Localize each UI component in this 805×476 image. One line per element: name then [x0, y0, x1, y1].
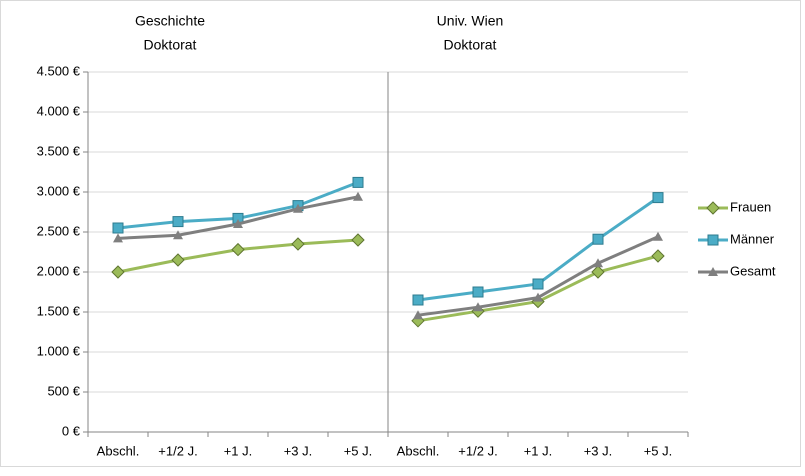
- point: [293, 203, 303, 213]
- chart-title: Geschichte: [135, 13, 205, 29]
- y-tick-label: 1.000 €: [37, 343, 81, 358]
- y-tick-label: 500 €: [47, 383, 80, 398]
- y-tick-label: 0 €: [62, 423, 81, 438]
- point: [171, 253, 185, 267]
- x-tick-label: Abschl.: [397, 443, 440, 458]
- x-tick-label: Abschl.: [97, 443, 140, 458]
- point: [353, 191, 363, 201]
- x-tick-label: +1/2 J.: [458, 443, 497, 458]
- point: [231, 242, 245, 257]
- point: [593, 258, 603, 268]
- legend-marker: [706, 201, 720, 215]
- y-tick-label: 1.500 €: [37, 303, 81, 318]
- point: [532, 278, 544, 290]
- point: [412, 294, 424, 306]
- point: [653, 231, 663, 241]
- point: [233, 219, 243, 228]
- x-tick-label: +3 J.: [584, 443, 613, 458]
- point: [651, 249, 665, 263]
- legend-label: Gesamt: [730, 263, 776, 278]
- point: [352, 176, 364, 188]
- legend-label: Frauen: [730, 199, 771, 214]
- point: [113, 233, 123, 243]
- chart-frame: [0, 0, 801, 467]
- point: [291, 237, 305, 251]
- y-tick-label: 4.000 €: [37, 103, 81, 118]
- point: [473, 302, 483, 312]
- point: [591, 265, 605, 279]
- point: [592, 233, 604, 245]
- point: [533, 292, 543, 302]
- y-tick-label: 3.500 €: [37, 143, 81, 158]
- point: [112, 222, 124, 234]
- legend-label: Männer: [730, 231, 775, 246]
- x-tick-label: +1 J.: [524, 443, 553, 458]
- point: [351, 233, 365, 247]
- point: [173, 230, 183, 240]
- chart-title: Doktorat: [144, 37, 197, 53]
- y-tick-label: 2.000 €: [37, 263, 81, 278]
- x-tick-label: +5 J.: [644, 443, 673, 458]
- chart-title: Doktorat: [444, 37, 497, 53]
- y-tick-label: 4.500 €: [37, 63, 81, 78]
- point: [172, 216, 184, 228]
- legend-marker: [708, 267, 718, 276]
- y-tick-label: 2.500 €: [37, 223, 81, 238]
- x-tick-label: +1/2 J.: [158, 443, 197, 458]
- point: [652, 192, 664, 204]
- legend-marker: [707, 234, 719, 246]
- point: [472, 286, 484, 298]
- point: [111, 265, 125, 279]
- y-tick-label: 3.000 €: [37, 183, 81, 198]
- x-tick-label: +1 J.: [224, 443, 253, 458]
- x-tick-label: +3 J.: [284, 443, 313, 458]
- chart-title: Univ. Wien: [437, 13, 504, 29]
- x-tick-label: +5 J.: [344, 443, 373, 458]
- point: [413, 310, 423, 320]
